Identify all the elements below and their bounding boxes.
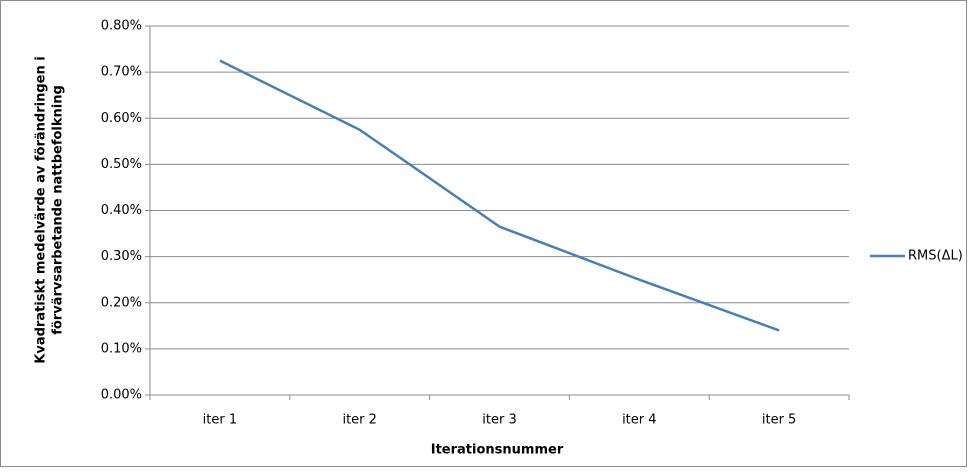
- y-tick-label: 0.30%: [101, 249, 142, 264]
- series-line: [219, 59, 780, 332]
- y-tick-label: 0.00%: [101, 388, 142, 403]
- y-axis-title-line: Kvadratiskt medelvärde av förändringen i: [34, 56, 49, 363]
- y-tick-label: 0.20%: [101, 295, 142, 310]
- x-axis-title: Iterationsnummer: [431, 443, 564, 458]
- x-tick-label: iter 1: [203, 413, 237, 428]
- y-axis-title-line: förvärvsarbetande nattbefolkning: [51, 85, 66, 335]
- y-tick-label: 0.50%: [101, 157, 142, 172]
- y-axis-title: Kvadratiskt medelvärde av förändringen i…: [34, 56, 66, 363]
- x-tick-label: iter 4: [622, 413, 656, 428]
- y-tick-label: 0.60%: [101, 111, 142, 126]
- y-tick-label: 0.10%: [101, 341, 142, 356]
- y-tick-label: 0.40%: [101, 203, 142, 218]
- legend-label: RMS(ΔL): [908, 249, 963, 264]
- y-tick-label: 0.80%: [101, 19, 142, 34]
- y-tick-label: 0.70%: [101, 65, 142, 80]
- x-tick-label: iter 5: [762, 413, 796, 428]
- x-tick-label: iter 2: [342, 413, 376, 428]
- x-tick-label: iter 3: [482, 413, 516, 428]
